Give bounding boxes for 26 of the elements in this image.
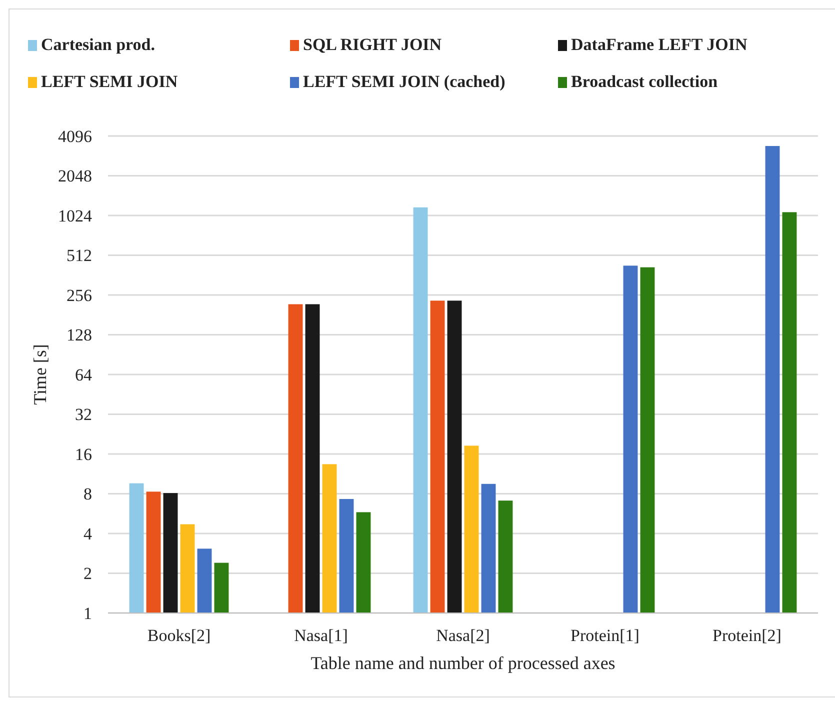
y-tick-label: 256: [66, 286, 92, 305]
x-tick-label: Protein[2]: [712, 626, 782, 645]
x-tick-label: Protein[1]: [570, 626, 640, 645]
x-tick-label: Nasa[1]: [294, 626, 348, 645]
y-tick-label: 4096: [58, 126, 92, 146]
legend-label: SQL RIGHT JOIN: [303, 35, 442, 54]
y-tick-label: 64: [75, 365, 92, 384]
legend-label: DataFrame LEFT JOIN: [571, 35, 748, 54]
legend-label: Broadcast collection: [571, 72, 718, 91]
y-tick-label: 128: [66, 326, 92, 345]
legend-label: Cartesian prod.: [41, 35, 155, 54]
x-tick-label: Books[2]: [147, 626, 211, 645]
y-tick-label: 512: [66, 246, 92, 266]
y-tick-label: 2: [84, 564, 92, 584]
y-tick-label: 1024: [58, 206, 92, 226]
y-tick-label: 4: [84, 524, 92, 544]
y-tick-label: 2048: [58, 166, 92, 186]
y-tick-label: 8: [84, 484, 92, 504]
legend-label: LEFT SEMI JOIN (cached): [303, 72, 506, 91]
y-tick-label: 16: [75, 444, 92, 464]
legend-label: LEFT SEMI JOIN: [41, 72, 178, 91]
y-tick-label: 1: [84, 604, 92, 623]
y-tick-label: 32: [75, 405, 92, 424]
x-tick-label: Nasa[2]: [436, 626, 490, 645]
y-axis-title: Time [s]: [30, 344, 50, 405]
x-axis-title: Table name and number of processed axes: [310, 653, 616, 673]
